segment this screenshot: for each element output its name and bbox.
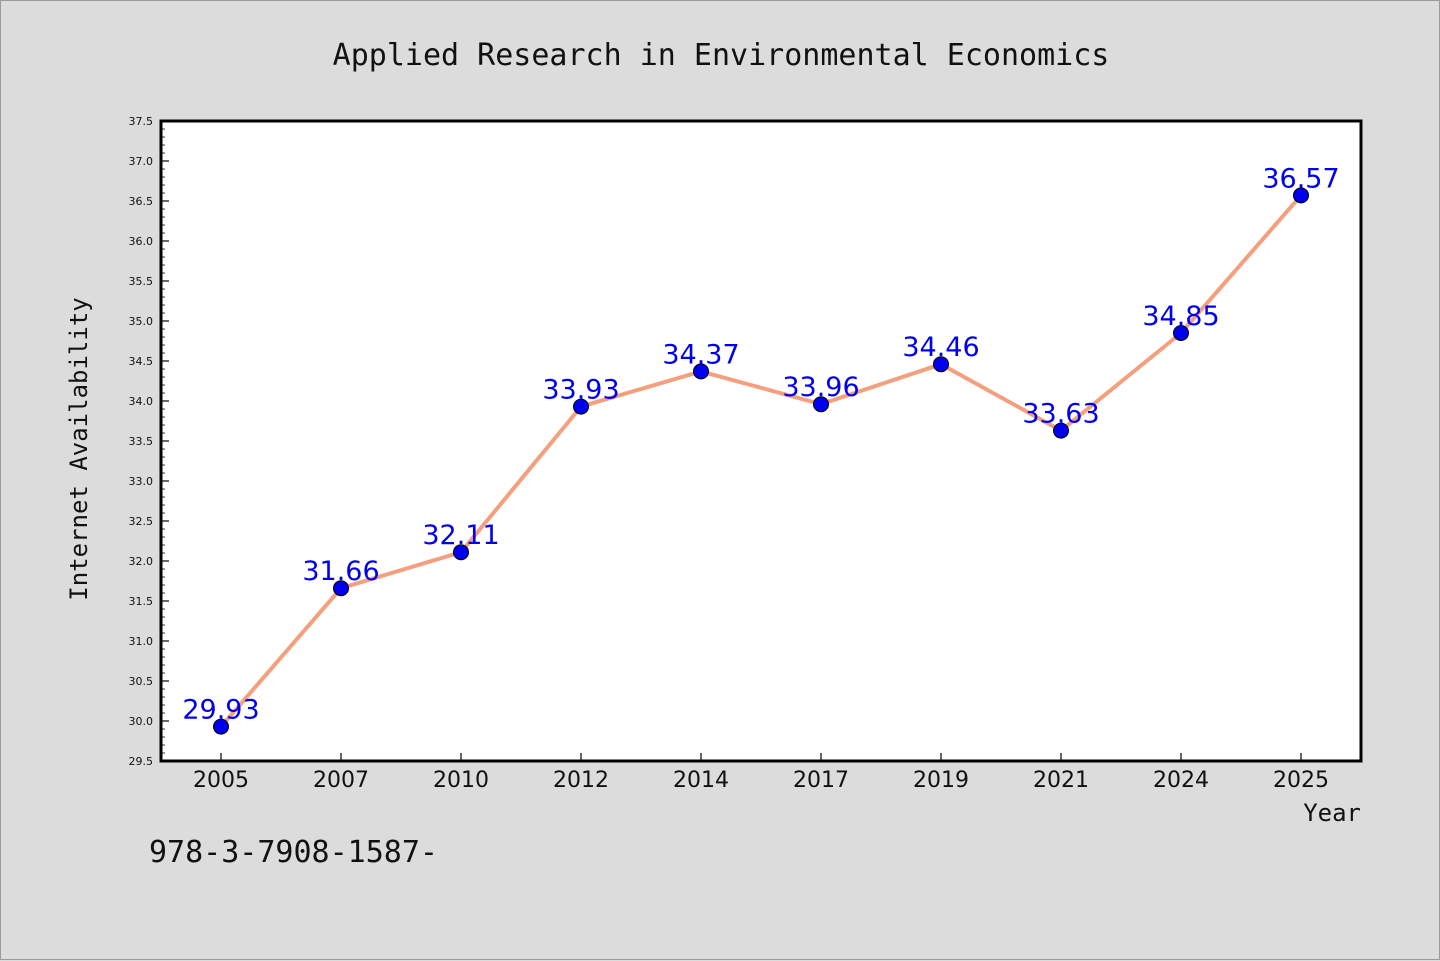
series-line xyxy=(219,193,1303,729)
y-tick-label: 31.5 xyxy=(129,595,154,608)
x-tick-label: 2017 xyxy=(793,768,849,793)
y-tick-label: 35.0 xyxy=(129,315,154,328)
x-tick-label: 2021 xyxy=(1033,768,1089,793)
data-label: 34.46 xyxy=(902,332,979,363)
x-tick-label: 2024 xyxy=(1153,768,1209,793)
data-label: 34.85 xyxy=(1142,301,1219,332)
x-tick-label: 2014 xyxy=(673,768,729,793)
series-layer: 29.93 31.66 32.11 33.93 34.37 33.96 34.46 33.63… xyxy=(182,163,1340,735)
data-point xyxy=(1053,422,1069,439)
y-tick-label: 33.0 xyxy=(129,475,154,488)
y-axis-ticks: 29.5 30.0 30.5 31.0 31.5 32.0 32.5 33.0 33.5 34.0… xyxy=(129,115,169,768)
x-tick-label: 2012 xyxy=(553,768,609,793)
y-tick-label: 36.5 xyxy=(129,195,154,208)
y-tick-label: 36.0 xyxy=(129,235,154,248)
y-tick-label: 35.5 xyxy=(129,275,154,288)
y-tick-label: 30.5 xyxy=(129,675,154,688)
data-point xyxy=(933,356,949,373)
y-tick-label: 32.0 xyxy=(129,555,154,568)
data-point xyxy=(693,363,709,380)
y-tick-label: 32.5 xyxy=(129,515,154,528)
y-tick-label: 34.5 xyxy=(129,355,154,368)
data-point xyxy=(1173,325,1189,341)
x-tick-label: 2025 xyxy=(1273,768,1329,793)
data-label: 34.37 xyxy=(662,339,739,370)
y-tick-label: 30.0 xyxy=(129,715,154,728)
plot-area xyxy=(161,121,1361,761)
data-point xyxy=(1293,187,1309,204)
x-axis-label: Year xyxy=(1303,799,1361,827)
data-label: 32.11 xyxy=(422,520,499,551)
y-tick-label: 34.0 xyxy=(129,395,154,408)
x-tick-label: 2005 xyxy=(193,768,249,793)
data-point xyxy=(573,398,589,415)
footer-text: 978-3-7908-1587- xyxy=(149,835,438,870)
y-tick-label: 37.5 xyxy=(129,115,154,128)
x-tick-label: 2010 xyxy=(433,768,489,793)
data-label: 33.63 xyxy=(1022,399,1099,430)
data-point xyxy=(453,544,469,561)
data-label: 33.96 xyxy=(782,372,859,403)
data-label: 33.93 xyxy=(542,375,619,406)
data-label: 36.57 xyxy=(1262,163,1339,194)
y-axis-label: Internet Availability xyxy=(65,297,93,600)
x-tick-label: 2019 xyxy=(913,768,969,793)
plot-frame xyxy=(159,119,1363,763)
data-point xyxy=(813,396,829,413)
y-tick-label: 37.0 xyxy=(129,155,154,168)
y-tick-label: 29.5 xyxy=(129,755,154,768)
data-point xyxy=(333,580,349,597)
y-tick-label: 31.0 xyxy=(129,635,154,648)
y-tick-label: 33.5 xyxy=(129,435,154,448)
x-tick-label: 2007 xyxy=(313,768,369,793)
data-label: 31.66 xyxy=(302,556,379,587)
data-point xyxy=(213,718,229,735)
chart-title: Applied Research in Environmental Econom… xyxy=(333,38,1110,73)
x-axis-ticks: 2005 2007 2010 2012 2014 2017 2019 2021 2024 2025 xyxy=(193,753,1329,793)
data-label: 29.93 xyxy=(182,695,259,726)
